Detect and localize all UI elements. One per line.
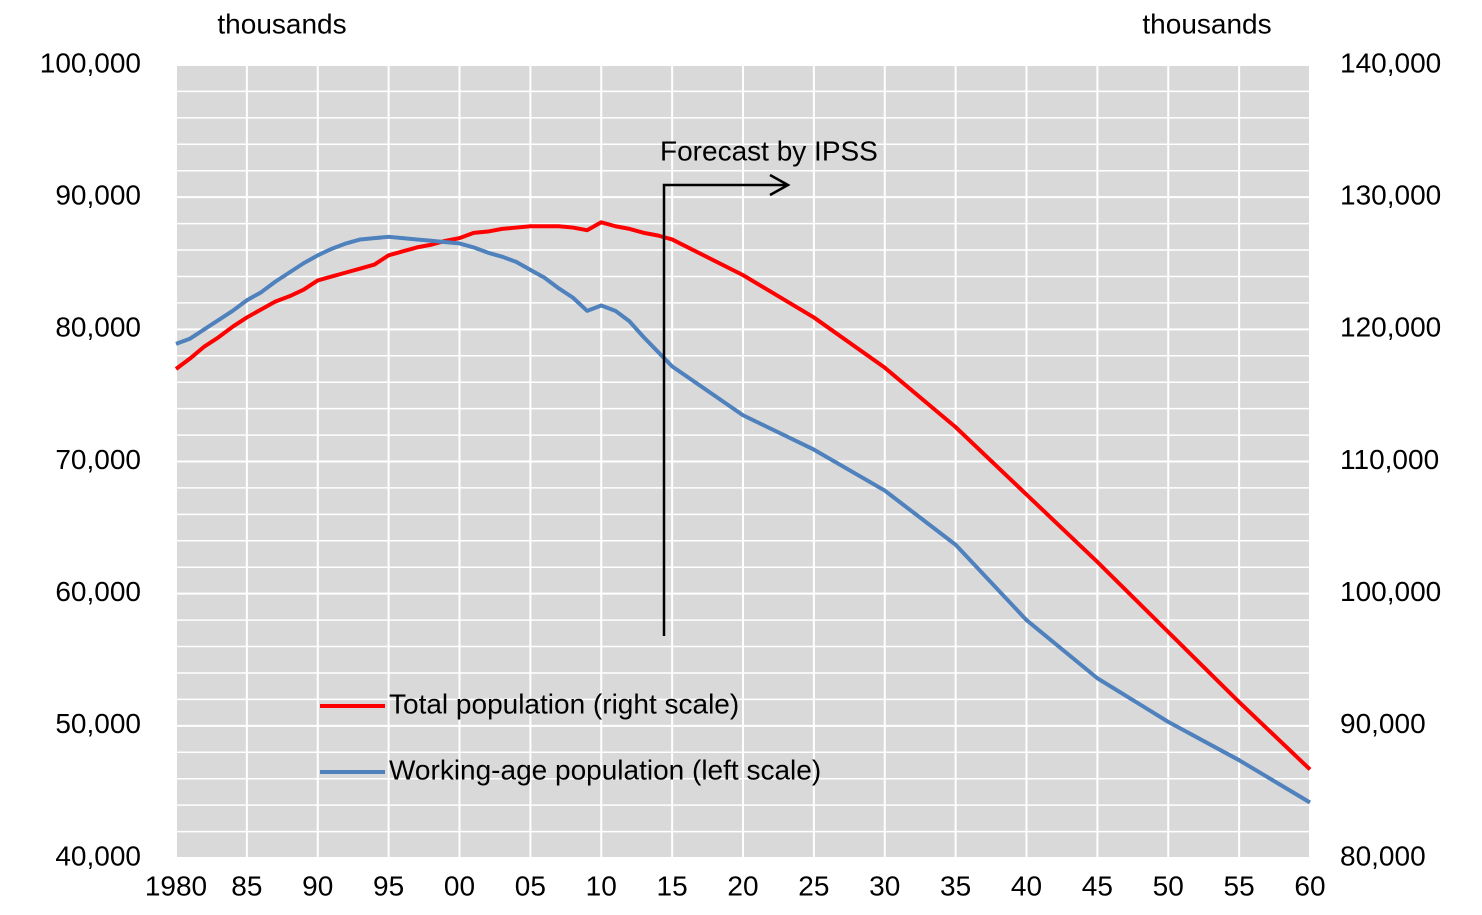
x-tick-label: 85	[231, 870, 262, 901]
y2-axis-unit: thousands	[1142, 8, 1271, 39]
y-tick-label: 60,000	[55, 576, 141, 607]
y-tick-label: 80,000	[55, 312, 141, 343]
annotation: Forecast by IPSS	[660, 135, 878, 166]
y2-tick-label: 120,000	[1340, 312, 1441, 343]
x-tick-label: 25	[798, 870, 829, 901]
x-tick-label: 90	[302, 870, 333, 901]
grid	[175, 64, 1311, 859]
y-tick-label: 50,000	[55, 708, 141, 739]
y2-tick-label: 90,000	[1340, 708, 1426, 739]
x-tick-label: 35	[940, 870, 971, 901]
lines	[174, 220, 1312, 805]
y2-tick-label: 140,000	[1340, 47, 1441, 78]
x-tick-label: 40	[1011, 870, 1042, 901]
x-tick-label: 10	[586, 870, 617, 901]
x-tick-label: 15	[657, 870, 688, 901]
y-axis-unit: thousands	[217, 8, 346, 39]
forecast-arrow	[662, 173, 791, 636]
x-tick-label: 45	[1082, 870, 1113, 901]
x-tick-label: 30	[869, 870, 900, 901]
legend-label: Total population (right scale)	[389, 688, 739, 719]
y2-tick-label: 110,000	[1340, 444, 1439, 475]
series-line	[175, 234, 1312, 805]
y2-tick-label: 130,000	[1340, 180, 1441, 211]
series-line	[174, 220, 1312, 771]
y-tick-label: 90,000	[55, 180, 141, 211]
y-tick-label: 70,000	[55, 444, 141, 475]
y-tick-label: 100,000	[40, 47, 141, 78]
x-tick-label: 1980	[145, 870, 207, 901]
x-tick-label: 55	[1224, 870, 1255, 901]
x-tick-label: 05	[515, 870, 546, 901]
x-tick-label: 20	[727, 870, 758, 901]
y2-tick-label: 80,000	[1340, 840, 1426, 871]
x-tick-label: 50	[1153, 870, 1184, 901]
legend-label: Working-age population (left scale)	[389, 754, 821, 785]
y2-tick-label: 100,000	[1340, 576, 1441, 607]
x-tick-label: 95	[373, 870, 404, 901]
x-tick-label: 60	[1294, 870, 1325, 901]
y-tick-label: 40,000	[55, 840, 141, 871]
x-tick-label: 00	[444, 870, 475, 901]
